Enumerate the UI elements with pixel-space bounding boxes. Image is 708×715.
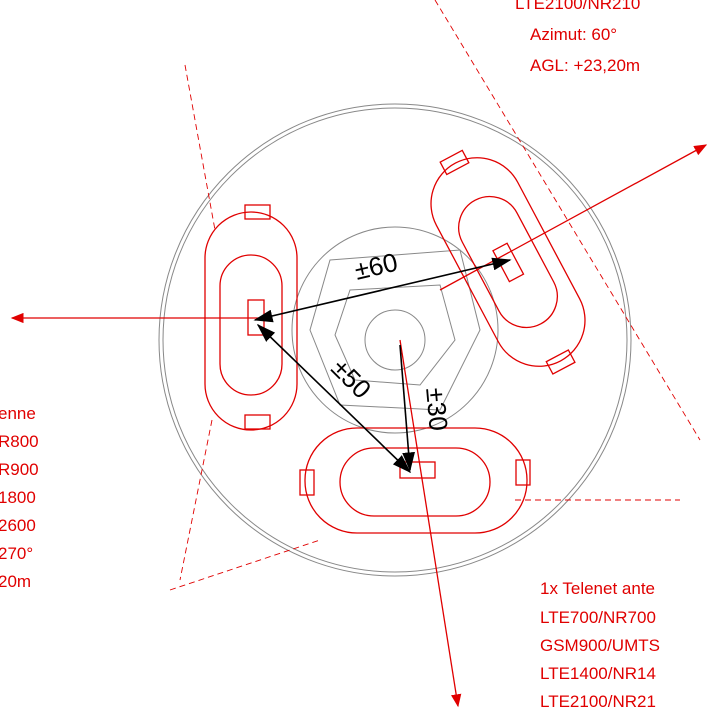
label-line: 1800 [0,488,36,507]
label-line: LTE700/NR700 [540,608,656,627]
label-line: LTE2100/NR21 [540,692,656,711]
label-line: GSM900/UMTS [540,636,660,655]
dashed-sector-lines [170,0,700,590]
dimension-label: ±30 [420,386,454,432]
label-line: LTE1400/NR14 [540,664,656,683]
label-line: 1x Telenet ante [540,579,655,598]
label-bottom-right: 1x Telenet ante LTE700/NR700 GSM900/UMTS… [540,579,660,711]
dimension-label: ±60 [352,247,401,286]
antenna-right [411,134,605,389]
label-top-right: LTE2100/NR210 Azimut: 60° AGL: +23,20m [515,0,640,75]
antenna-bottom [300,428,530,533]
label-line: 2600 [0,516,36,535]
label-line: AGL: +23,20m [530,56,640,75]
mast-outline [159,104,631,576]
drawing: ±60 ±50 ±30 LTE2100/NR210 Azimut: 60° AG… [0,0,708,715]
label-line: LTE2100/NR210 [515,0,640,13]
label-line: R800 [0,432,39,451]
label-line: Azimut: 60° [530,25,617,44]
label-line: R900 [0,460,39,479]
label-line: 270° [0,544,33,563]
label-line: 20m [0,572,31,591]
label-line: enne [0,404,36,423]
label-left: enne R800 R900 1800 2600 270° 20m [0,404,39,591]
